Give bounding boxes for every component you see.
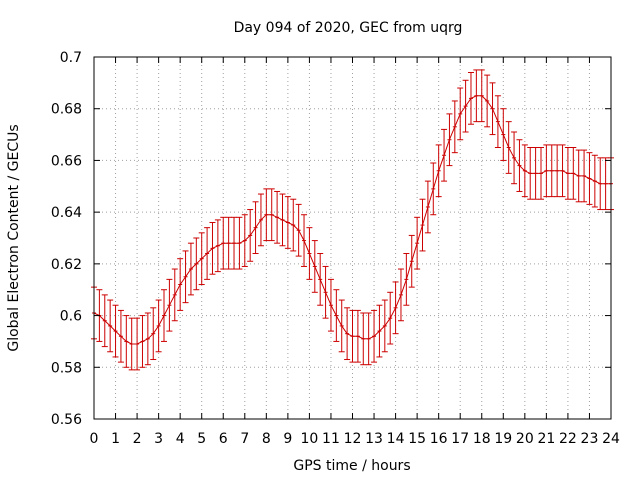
x-tick-label: 1: [111, 431, 120, 447]
x-tick-label: 0: [90, 431, 99, 447]
x-tick-label: 16: [430, 431, 448, 447]
x-tick-label: 19: [494, 431, 512, 447]
x-tick-label: 4: [176, 431, 185, 447]
x-tick-label: 11: [322, 431, 340, 447]
series-line: [93, 95, 611, 345]
x-tick-label: 5: [197, 431, 206, 447]
x-tick-label: 17: [451, 431, 469, 447]
y-tick-label: 0.56: [51, 412, 82, 428]
x-tick-label: 12: [344, 431, 362, 447]
x-tick-label: 18: [473, 431, 491, 447]
x-tick-label: 8: [262, 431, 271, 447]
y-axis-label: Global Electron Content / GECUs: [6, 124, 22, 351]
x-tick-label: 15: [408, 431, 426, 447]
x-tick-label: 13: [365, 431, 383, 447]
x-axis-label: GPS time / hours: [293, 458, 410, 474]
x-tick-label: 6: [219, 431, 228, 447]
y-tick-label: 0.66: [51, 153, 82, 169]
y-tick-label: 0.6: [60, 309, 82, 325]
x-tick-label: 7: [240, 431, 249, 447]
chart-title: Day 094 of 2020, GEC from uqrg: [234, 20, 463, 36]
x-tick-label: 21: [537, 431, 555, 447]
x-tick-label: 2: [133, 431, 142, 447]
grid-lines: [94, 57, 611, 419]
x-tick-label: 3: [154, 431, 163, 447]
y-tick-label: 0.64: [51, 205, 82, 221]
x-tick-label: 10: [301, 431, 319, 447]
x-tick-label: 22: [559, 431, 577, 447]
series-gec: [93, 95, 611, 345]
y-tick-label: 0.7: [60, 50, 82, 66]
y-tick-label: 0.68: [51, 102, 82, 118]
x-tick-label: 23: [581, 431, 599, 447]
error-bars: [91, 69, 614, 371]
y-tick-label: 0.62: [51, 257, 82, 273]
y-axis-ticks: 0.56 0.58 0.6 0.62 0.64 0.66 0.68 0.7: [51, 50, 611, 428]
x-tick-label: 24: [602, 431, 620, 447]
x-tick-label: 20: [516, 431, 534, 447]
x-axis-ticks: 0 1 2 3 4 5 6 7 8 9 10 11 12 13 14 15 16 17 18 19 20 21 22 23 24: [90, 57, 620, 447]
x-tick-label: 9: [283, 431, 292, 447]
y-tick-label: 0.58: [51, 360, 82, 376]
x-tick-label: 14: [387, 431, 405, 447]
